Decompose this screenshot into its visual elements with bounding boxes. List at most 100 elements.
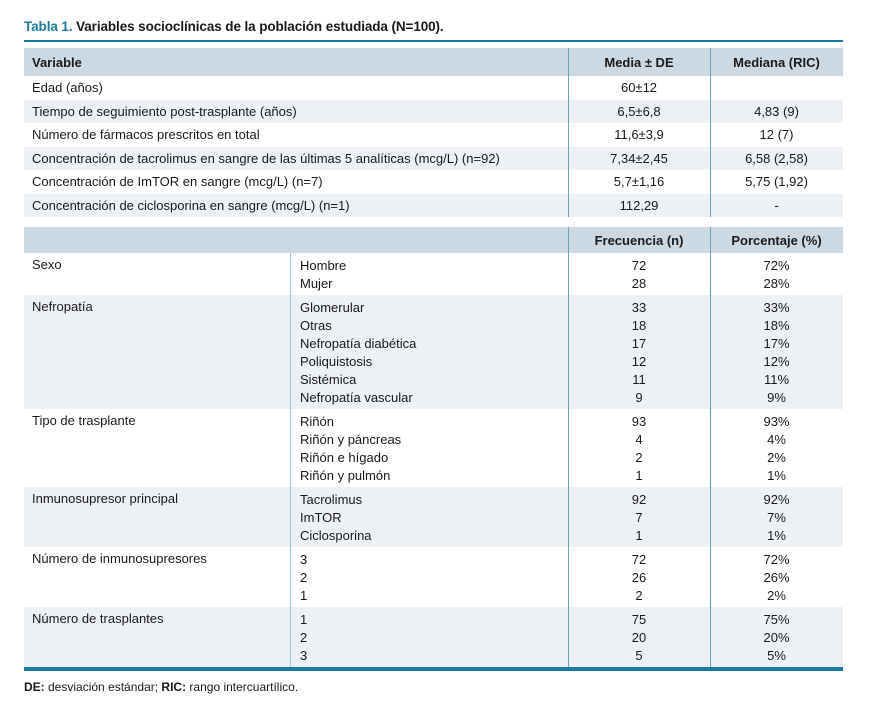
table-caption: Tabla 1. Variables socioclínicas de la p… <box>24 18 843 36</box>
category-items: Glomerular 33 33% Otras 18 18% Nefropatía diab… <box>290 298 843 406</box>
summary-table-row: Concentración de tacrolimus en sangre de… <box>24 146 843 170</box>
item-percentage: 2% <box>767 449 786 465</box>
category-label: Nefropatía <box>32 299 93 314</box>
item-row: Ciclosporina 1 1% <box>290 526 843 544</box>
item-percentage: 93% <box>763 413 790 429</box>
item-percentage: 92% <box>763 491 790 507</box>
caption-rule <box>24 40 843 42</box>
frequency-table-body: Sexo Hombre 72 72% Mujer 28 28% Nefropatía Glome… <box>24 253 843 667</box>
item-frequency: 12 <box>631 353 647 369</box>
item-percentage: 1% <box>767 527 786 543</box>
item-row: ImTOR 7 7% <box>290 508 843 526</box>
cell-media: 6,5±6,8 <box>617 103 661 119</box>
item-label: Nefropatía vascular <box>300 389 413 405</box>
summary-table-row: Tiempo de seguimiento post-trasplante (a… <box>24 99 843 123</box>
item-row: Riñón y pulmón 1 1% <box>290 466 843 484</box>
footnote-de-abbr: DE: <box>24 680 45 694</box>
table-footnote: DE: desviación estándar; RIC: rango inte… <box>24 680 843 695</box>
item-label: ImTOR <box>300 509 342 525</box>
item-frequency: 93 <box>631 413 647 429</box>
cell-media: 11,6±3,9 <box>614 127 664 143</box>
item-percentage: 33% <box>763 299 790 315</box>
section-gap <box>24 217 843 227</box>
item-frequency: 18 <box>631 317 647 333</box>
item-row: Tacrolimus 92 92% <box>290 490 843 508</box>
item-percentage: 11% <box>763 371 790 387</box>
column-divider <box>568 227 569 667</box>
category-items: 3 72 72% 2 26 26% 1 2 2% <box>290 550 843 604</box>
category-items: 1 75 75% 2 20 20% 3 5 5% <box>290 610 843 664</box>
cell-mediana: 5,75 (1,92) <box>745 174 808 190</box>
item-frequency: 20 <box>631 629 647 645</box>
summary-table-row: Número de fármacos prescritos en total 11… <box>24 123 843 147</box>
cell-variable: Edad (años) <box>32 80 103 96</box>
cell-variable: Tiempo de seguimiento post-trasplante (a… <box>32 103 297 119</box>
category-label: Número de inmunosupresores <box>32 551 207 566</box>
footnote-de-text: desviación estándar; <box>44 680 162 694</box>
item-label: Otras <box>300 317 332 333</box>
item-label: Riñón y pulmón <box>300 467 391 483</box>
cell-media: 112,29 <box>619 197 659 213</box>
item-row: 2 20 20% <box>290 628 843 646</box>
category-group: Número de trasplantes 1 75 75% 2 20 20% 3 5 5% <box>24 607 843 667</box>
item-label: Riñón y páncreas <box>300 431 402 447</box>
frequency-table: Frecuencia (n) Porcentaje (%) Sexo Hombre… <box>24 227 843 667</box>
item-label: 2 <box>300 569 308 585</box>
item-frequency: 72 <box>631 551 647 567</box>
summary-table-row: Concentración de ImTOR en sangre (mcg/L)… <box>24 170 843 194</box>
category-group: Inmunosupresor principal Tacrolimus 92 92% I… <box>24 487 843 547</box>
category-items: Tacrolimus 92 92% ImTOR 7 7% Ciclosporina 1 1% <box>290 490 843 544</box>
item-label: 3 <box>300 647 308 663</box>
frequency-table-header-row: Frecuencia (n) Porcentaje (%) <box>24 227 843 253</box>
item-frequency: 2 <box>635 587 643 603</box>
item-frequency: 11 <box>632 371 646 387</box>
item-frequency: 28 <box>631 275 647 291</box>
item-frequency: 72 <box>631 257 647 273</box>
item-label: Tacrolimus <box>300 491 363 507</box>
table-bottom-rule <box>24 667 843 671</box>
summary-table-header-row: Variable Media ± DE Mediana (RIC) <box>24 48 843 76</box>
item-frequency: 75 <box>631 611 647 627</box>
item-row: 3 72 72% <box>290 550 843 568</box>
category-items: Hombre 72 72% Mujer 28 28% <box>290 256 843 292</box>
summary-statistics-table: Variable Media ± DE Mediana (RIC) Edad (… <box>24 48 843 217</box>
header-media-de: Media ± DE <box>604 54 674 70</box>
cell-media: 60±12 <box>620 80 658 96</box>
item-percentage: 72% <box>763 551 790 567</box>
category-label: Número de trasplantes <box>32 611 164 626</box>
item-frequency: 33 <box>631 299 647 315</box>
cell-mediana: 4,83 (9) <box>754 103 799 119</box>
item-row: Poliquistosis 12 12% <box>290 352 843 370</box>
item-frequency: 5 <box>635 647 643 663</box>
item-label: Riñón e hígado <box>300 449 389 465</box>
category-group: Sexo Hombre 72 72% Mujer 28 28% <box>24 253 843 295</box>
header-mediana-ric: Mediana (RIC) <box>733 54 820 70</box>
item-percentage: 18% <box>763 317 790 333</box>
cell-mediana: 6,58 (2,58) <box>745 150 808 166</box>
item-row: Hombre 72 72% <box>290 256 843 274</box>
summary-table-row: Edad (años) 60±12 <box>24 76 843 100</box>
header-frecuencia: Frecuencia (n) <box>594 232 684 248</box>
item-label: Mujer <box>300 275 333 291</box>
item-row: 1 75 75% <box>290 610 843 628</box>
item-percentage: 28% <box>763 275 790 291</box>
item-percentage: 5% <box>767 647 786 663</box>
article-page: Tabla 1. Variables socioclínicas de la p… <box>24 18 843 695</box>
cell-media: 7,34±2,45 <box>610 150 668 166</box>
table-caption-text: Variables socioclínicas de la población … <box>72 19 444 34</box>
footnote-ric-text: rango intercuartílico. <box>186 680 299 694</box>
item-label: 2 <box>300 629 308 645</box>
item-frequency: 92 <box>631 491 647 507</box>
item-row: 3 5 5% <box>290 646 843 664</box>
item-row: 1 2 2% <box>290 586 843 604</box>
cell-mediana: 12 (7) <box>759 127 794 143</box>
item-label: Nefropatía diabética <box>300 335 417 351</box>
cell-media: 5,7±1,16 <box>613 174 665 190</box>
item-frequency: 4 <box>635 431 643 447</box>
cell-variable: Concentración de tacrolimus en sangre de… <box>32 150 500 166</box>
item-label: Ciclosporina <box>300 527 372 543</box>
item-label: 1 <box>300 611 308 627</box>
item-label: Hombre <box>300 257 347 273</box>
column-divider <box>710 48 711 217</box>
item-label: 1 <box>300 587 308 603</box>
